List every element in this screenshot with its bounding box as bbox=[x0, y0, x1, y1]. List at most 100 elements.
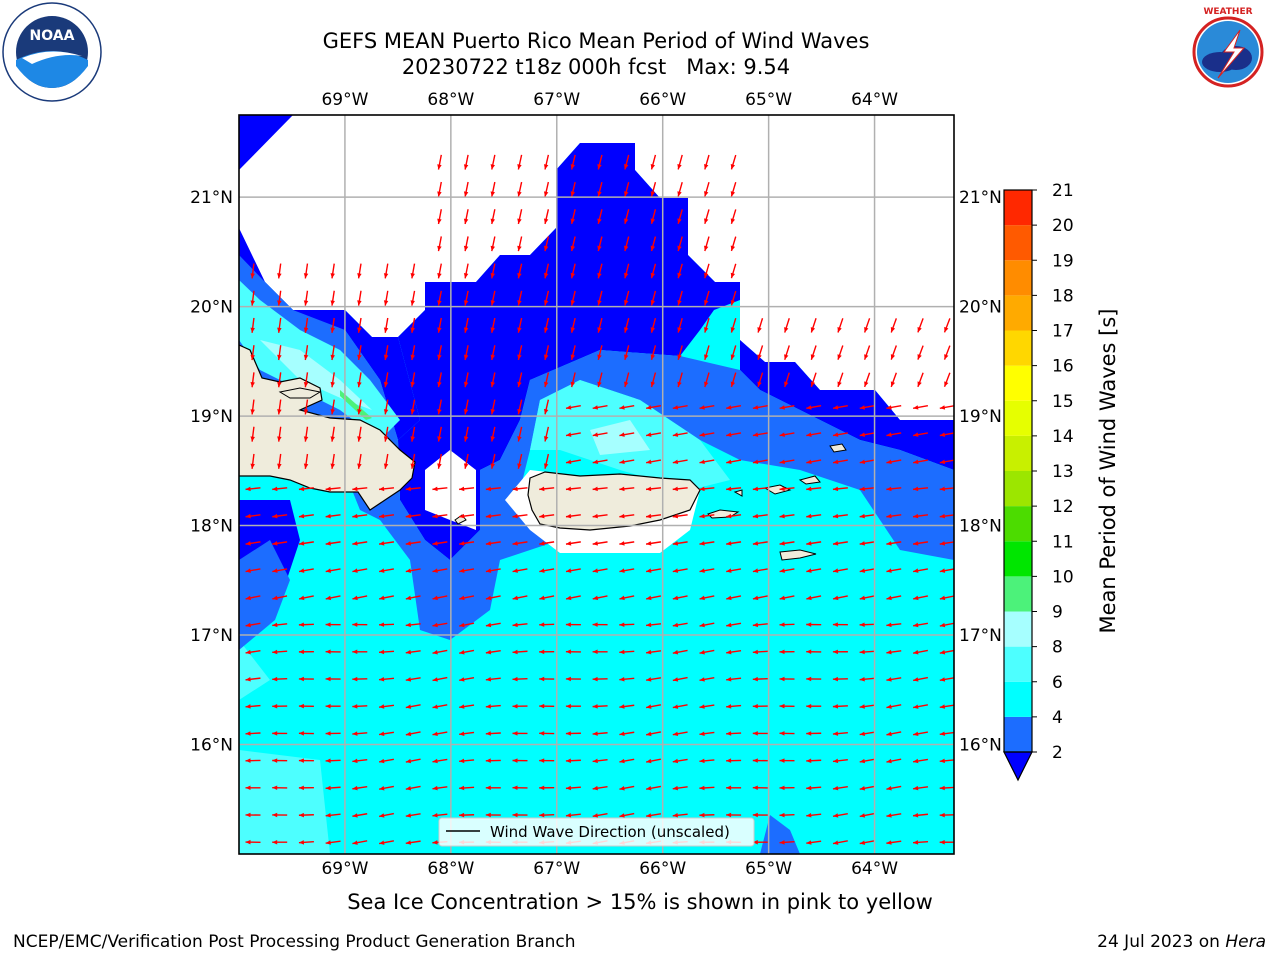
wave-arrow bbox=[325, 622, 341, 627]
wave-arrow bbox=[645, 704, 662, 709]
plot-title: GEFS MEAN Puerto Rico Mean Period of Win… bbox=[322, 29, 870, 53]
wave-arrow bbox=[623, 317, 630, 333]
wave-arrow bbox=[463, 345, 469, 361]
wave-arrow bbox=[752, 595, 768, 601]
wave-arrow bbox=[565, 758, 581, 763]
wave-arrow bbox=[410, 372, 416, 388]
wave-arrow bbox=[565, 813, 581, 818]
wave-arrow bbox=[272, 676, 288, 682]
wave-arrow bbox=[886, 541, 902, 546]
wave-arrow bbox=[939, 839, 954, 845]
wave-arrow bbox=[806, 676, 822, 682]
wave-arrow bbox=[619, 513, 635, 519]
wave-arrow bbox=[619, 731, 635, 737]
wave-arrow bbox=[672, 813, 688, 818]
wave-arrow bbox=[490, 345, 496, 361]
wave-arrow bbox=[806, 459, 822, 465]
wave-arrow bbox=[779, 758, 795, 763]
wave-arrow bbox=[437, 290, 442, 306]
wave-arrow bbox=[650, 317, 657, 333]
wave-arrow bbox=[303, 317, 309, 333]
sea-period-6-8-sw bbox=[239, 750, 330, 854]
wave-arrow bbox=[352, 731, 368, 736]
wave-arrow bbox=[378, 676, 395, 682]
wave-arrow bbox=[490, 236, 496, 252]
wave-arrow bbox=[352, 704, 368, 709]
wave-arrow bbox=[677, 290, 683, 306]
wave-arrow bbox=[597, 345, 603, 361]
wave-arrow bbox=[485, 568, 501, 573]
wave-arrow bbox=[806, 486, 822, 492]
wave-arrow bbox=[357, 453, 362, 469]
wave-arrow bbox=[490, 154, 496, 170]
wave-arrow bbox=[592, 704, 608, 709]
wave-arrow bbox=[810, 372, 817, 388]
wave-arrow bbox=[886, 622, 902, 628]
colorbar-tick-label: 12 bbox=[1052, 497, 1074, 517]
wave-arrow bbox=[726, 459, 742, 465]
wave-arrow bbox=[378, 541, 395, 546]
wave-arrow bbox=[619, 812, 635, 818]
colorbar-tick-label: 19 bbox=[1052, 251, 1074, 271]
colorbar-segment bbox=[1004, 260, 1032, 296]
wave-arrow bbox=[832, 513, 848, 519]
wave-arrow bbox=[298, 622, 314, 627]
wave-arrow bbox=[357, 317, 362, 333]
wave-arrow bbox=[832, 432, 848, 437]
legend-label: Wind Wave Direction (unscaled) bbox=[490, 823, 730, 841]
wave-arrow bbox=[272, 703, 288, 709]
wave-arrow bbox=[379, 840, 394, 845]
wave-arrow bbox=[543, 372, 550, 388]
wave-arrow bbox=[623, 236, 630, 252]
wave-arrow bbox=[437, 345, 442, 361]
wave-arrow bbox=[539, 812, 555, 818]
wave-arrow bbox=[378, 622, 395, 627]
wave-arrow bbox=[943, 345, 951, 360]
wave-arrow bbox=[619, 486, 635, 492]
wave-arrow bbox=[378, 704, 395, 709]
wave-arrow bbox=[330, 317, 335, 333]
wave-arrow bbox=[352, 541, 368, 546]
wave-arrow bbox=[645, 541, 662, 546]
colorbar-tick-label: 2 bbox=[1052, 743, 1063, 763]
wave-arrow bbox=[298, 676, 314, 682]
wave-arrow bbox=[939, 486, 954, 492]
wave-arrow bbox=[517, 209, 523, 225]
wave-arrow bbox=[437, 263, 442, 279]
wave-arrow bbox=[890, 345, 898, 360]
wave-arrow bbox=[485, 513, 501, 519]
wave-arrow bbox=[886, 758, 902, 764]
wave-arrow bbox=[437, 236, 442, 252]
wave-arrow bbox=[623, 154, 630, 170]
wave-arrow bbox=[459, 649, 475, 655]
axis-tick-labels: 69°W 69°W 68°W 68°W 67°W 67°W 66°W 66°W 65°W 65°W… bbox=[190, 90, 1002, 879]
wave-arrow bbox=[432, 731, 448, 737]
wave-arrow bbox=[912, 541, 929, 546]
wave-arrow bbox=[597, 372, 603, 388]
wave-arrow bbox=[245, 513, 261, 519]
wave-arrow bbox=[832, 758, 848, 764]
wave-arrow bbox=[437, 181, 442, 197]
colorbar-tick-label: 18 bbox=[1052, 286, 1074, 306]
wave-arrow bbox=[272, 649, 288, 655]
wave-arrow bbox=[565, 432, 581, 437]
wave-arrow bbox=[539, 513, 555, 519]
wave-arrow bbox=[592, 785, 608, 791]
wave-arrow bbox=[570, 181, 576, 197]
wave-arrow bbox=[352, 595, 368, 601]
wave-arrow bbox=[330, 372, 335, 388]
wave-arrow bbox=[886, 731, 902, 737]
wave-arrow bbox=[832, 704, 848, 709]
wave-arrow bbox=[517, 236, 523, 252]
wave-arrow bbox=[912, 731, 929, 737]
wave-arrow bbox=[303, 263, 309, 279]
wave-arrow bbox=[543, 181, 550, 197]
colorbar-segment bbox=[1004, 365, 1032, 401]
wave-arrow bbox=[730, 318, 737, 333]
wave-arrow bbox=[645, 568, 662, 573]
wave-arrow bbox=[886, 840, 902, 845]
wave-arrow bbox=[245, 486, 261, 492]
wave-arrow bbox=[699, 405, 715, 410]
wave-arrow bbox=[490, 317, 496, 333]
wave-arrow bbox=[543, 399, 550, 415]
